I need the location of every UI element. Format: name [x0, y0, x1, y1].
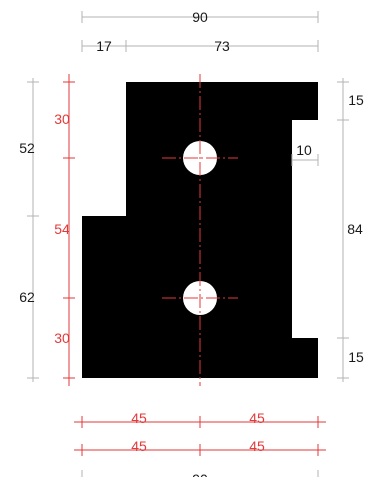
dim-top-right: 73	[214, 38, 230, 54]
dim-bottom-row1-right: 45	[249, 410, 265, 426]
dim-right-middle: 84	[347, 221, 363, 237]
bottom-overall-dimension: 90	[81, 470, 319, 477]
dim-left-lower: 62	[19, 289, 35, 305]
dim-right-bottom: 15	[348, 349, 364, 365]
top-split-dimension: 17 73	[81, 38, 319, 54]
notch-dimension: 10	[291, 142, 319, 166]
dim-bottom-row1-left: 45	[131, 410, 147, 426]
left-red-dimension: 30 54 30	[54, 74, 75, 386]
dim-top-left: 17	[96, 38, 112, 54]
dim-bottom-overall: 90	[192, 471, 208, 477]
dim-left-upper: 52	[19, 140, 35, 156]
dim-red-bottom: 30	[54, 330, 70, 346]
bottom-red-dimension-row-1: 45 45	[74, 410, 326, 428]
dim-top-overall: 90	[192, 9, 208, 25]
left-gray-dimension: 52 62	[19, 78, 39, 382]
top-overall-dimension: 90	[81, 9, 319, 25]
dim-red-middle: 54	[54, 221, 70, 237]
dim-bottom-row2-right: 45	[249, 438, 265, 454]
dim-red-top: 30	[54, 111, 70, 127]
bottom-red-dimension-row-2: 45 45	[74, 438, 326, 456]
right-gray-dimension: 15 84 15	[337, 78, 364, 382]
dim-right-top: 15	[348, 92, 364, 108]
dim-bottom-row2-left: 45	[131, 438, 147, 454]
dim-right-notch: 10	[296, 142, 312, 158]
